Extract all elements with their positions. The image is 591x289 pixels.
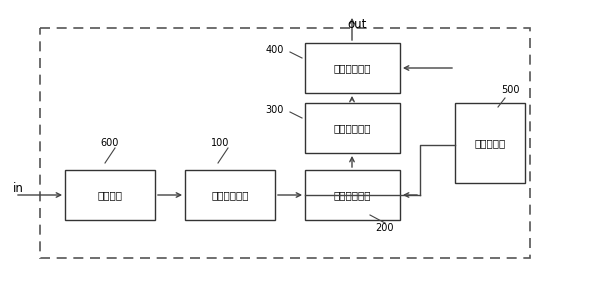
Text: 100: 100 <box>211 138 229 148</box>
Text: 第一触发电路: 第一触发电路 <box>211 190 249 200</box>
Text: in: in <box>13 181 24 194</box>
Text: 500: 500 <box>501 85 519 95</box>
Bar <box>305 103 400 153</box>
Bar <box>455 103 525 183</box>
Text: 信号输出电路: 信号输出电路 <box>334 63 371 73</box>
Bar <box>305 170 400 220</box>
Text: 第二触发电路: 第二触发电路 <box>334 123 371 133</box>
Bar <box>65 170 155 220</box>
Bar <box>40 28 530 258</box>
Text: 滤波电路: 滤波电路 <box>98 190 122 200</box>
Text: 推后补偿电路: 推后补偿电路 <box>334 190 371 200</box>
Text: 400: 400 <box>266 45 284 55</box>
Bar <box>185 170 275 220</box>
Text: out: out <box>348 18 366 31</box>
Text: 200: 200 <box>376 223 394 233</box>
Text: 300: 300 <box>266 105 284 115</box>
Text: 600: 600 <box>101 138 119 148</box>
Text: 晶体振荡器: 晶体振荡器 <box>475 138 506 148</box>
Bar <box>305 43 400 93</box>
